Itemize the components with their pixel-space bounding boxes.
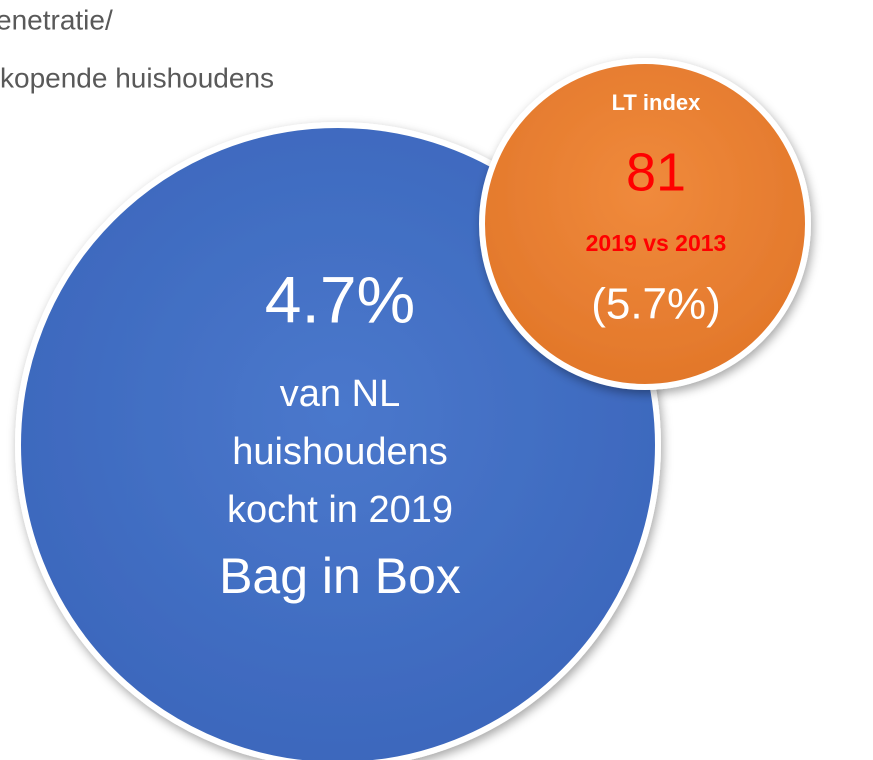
main-product: Bag in Box <box>219 548 461 604</box>
header-line: enetratie/ <box>0 4 113 35</box>
main-line: huishoudens <box>232 431 448 473</box>
main-line: van NL <box>280 373 400 415</box>
main-value: 4.7% <box>265 262 415 336</box>
index-previous: (5.7%) <box>591 280 721 329</box>
index-value: 81 <box>626 142 686 202</box>
header-line: kopende huishoudens <box>0 62 274 93</box>
main-line: kocht in 2019 <box>227 489 453 531</box>
index-comparison: 2019 vs 2013 <box>586 230 727 256</box>
index-title: LT index <box>612 90 702 115</box>
index-circle <box>479 58 811 390</box>
